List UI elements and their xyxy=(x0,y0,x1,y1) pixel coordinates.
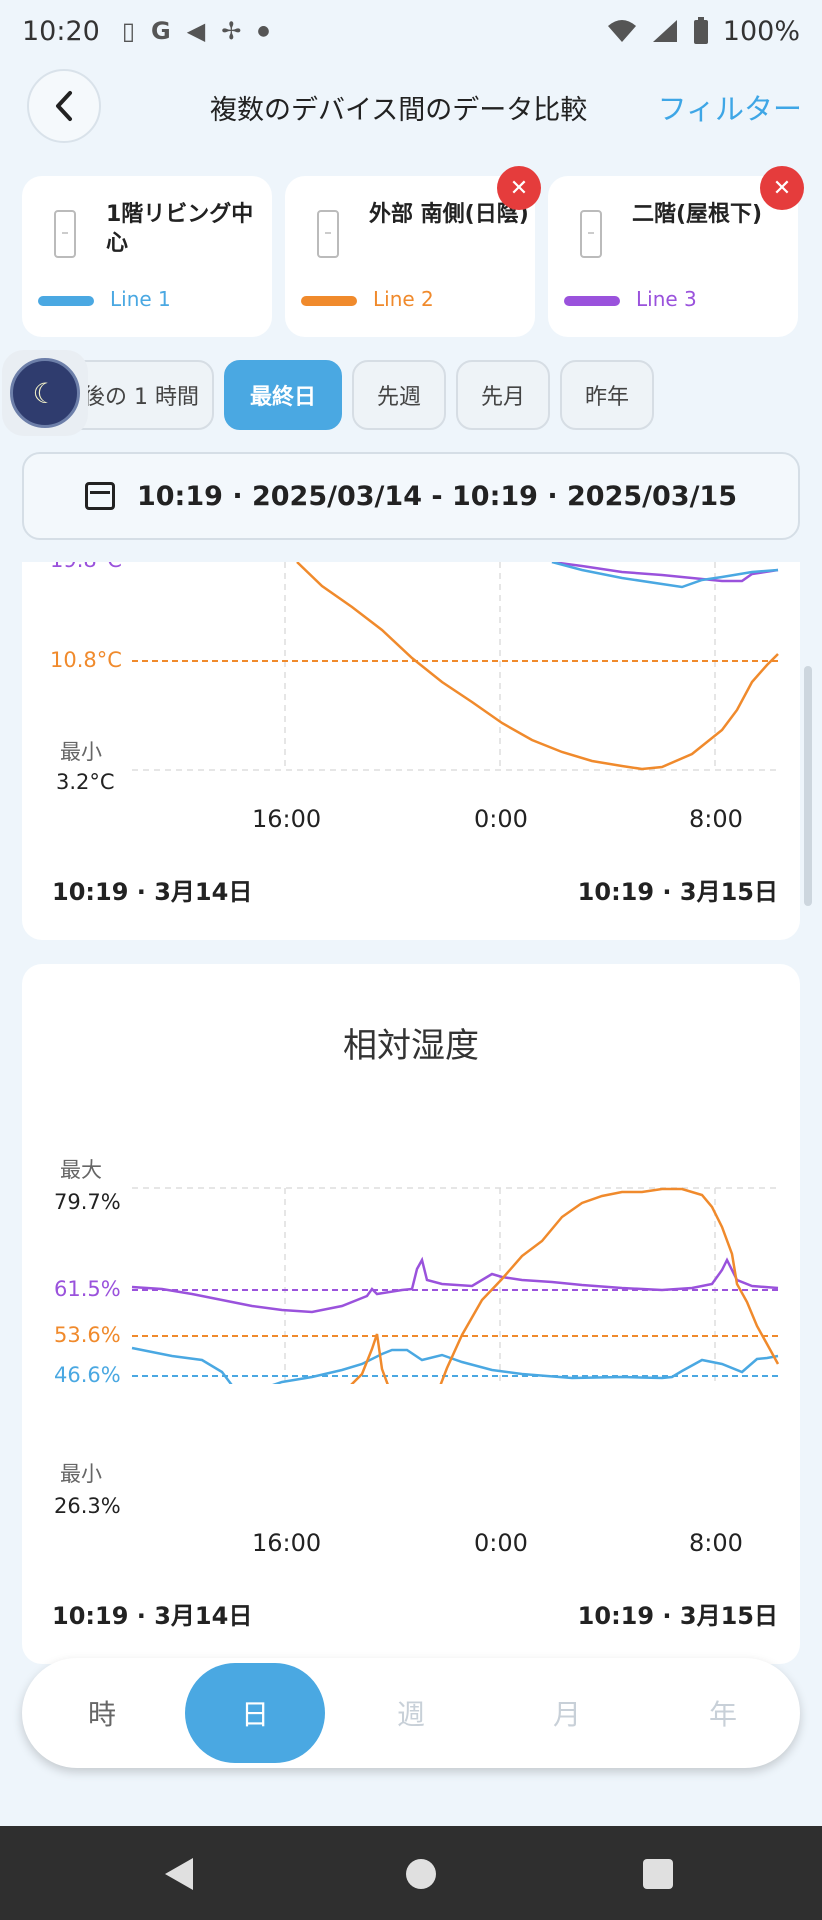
system-nav-bar xyxy=(0,1826,822,1920)
line-swatch xyxy=(301,296,357,306)
range-chip-last-year[interactable]: 昨年 xyxy=(560,360,654,430)
device-name: 1階リビング中心 xyxy=(106,202,254,256)
chart-start-time: 10:19 · 3月14日 xyxy=(52,1602,253,1630)
chart-start-time: 10:19 · 3月14日 xyxy=(52,878,253,906)
status-bar: 10:20 ▯ G ◀ ✢ ● 100% xyxy=(0,0,822,62)
chart-end-time: 10:19 · 3月15日 xyxy=(577,878,778,906)
range-chip-last-month[interactable]: 先月 xyxy=(456,360,550,430)
device-cards: 1階リビング中心 Line 1 外部 南側(日陰) Line 2 ✕ 二階(屋根… xyxy=(22,166,804,338)
tab-year[interactable]: 年 xyxy=(708,1698,737,1731)
close-icon: ✕ xyxy=(772,175,792,201)
range-chip-last-week[interactable]: 先週 xyxy=(352,360,446,430)
status-time: 10:20 xyxy=(22,15,100,47)
device-name: 二階(屋根下) xyxy=(632,202,763,227)
period-tab-bar: 時 日 週 月 年 xyxy=(22,1658,800,1768)
calendar-icon xyxy=(84,482,115,510)
line-label: Line 2 xyxy=(373,287,434,311)
x-tick: 0:00 xyxy=(474,805,528,833)
x-tick: 16:00 xyxy=(252,1529,322,1557)
sensor-device-icon xyxy=(54,210,76,258)
humidity-chart-card: 相対湿度 最大 79.7% 61.5% 53.6% 46.6% 最小 26.3%… xyxy=(22,964,800,1664)
y-label-average: 61.5% xyxy=(54,1277,121,1301)
date-range-text: 10:19 · 2025/03/14 - 10:19 · 2025/03/15 xyxy=(136,480,738,512)
y-label-average: 46.6% xyxy=(54,1363,121,1387)
tab-week[interactable]: 週 xyxy=(396,1698,425,1731)
y-label-min-value: 3.2°C xyxy=(56,770,115,794)
sensor-device-icon xyxy=(580,210,602,258)
series-line-3 xyxy=(131,1256,779,1314)
temperature-chart-card: 19.8°C 10.8°C 最小 3.2°C 16:00 0:00 8:00 1… xyxy=(22,562,800,940)
signal-icon xyxy=(652,20,677,42)
chart-title: 相対湿度 xyxy=(343,1026,479,1066)
series-line-2 xyxy=(296,562,779,771)
dot-icon: ● xyxy=(257,23,270,39)
line-swatch xyxy=(564,296,620,306)
y-label-average: 53.6% xyxy=(54,1323,121,1347)
line-label: Line 3 xyxy=(636,287,697,311)
nav-back-icon[interactable] xyxy=(165,1858,193,1890)
media-icon: ◀ xyxy=(186,17,206,45)
device-card[interactable]: 1階リビング中心 Line 1 xyxy=(22,176,272,337)
y-label-max-value: 79.7% xyxy=(54,1190,121,1214)
tab-hour[interactable]: 時 xyxy=(87,1698,116,1731)
x-tick: 16:00 xyxy=(252,805,322,833)
sensor-device-icon xyxy=(317,210,339,258)
y-label-average: 10.8°C xyxy=(50,648,122,672)
x-tick: 8:00 xyxy=(689,805,743,833)
phone-icon: ▯ xyxy=(121,17,136,45)
nav-home-icon[interactable] xyxy=(406,1859,436,1889)
x-tick: 0:00 xyxy=(474,1529,528,1557)
y-label-min: 最小 xyxy=(60,740,102,764)
series-line-1 xyxy=(131,1346,779,1384)
temperature-chart xyxy=(132,562,779,771)
scrollbar[interactable] xyxy=(804,666,812,906)
y-label-partial: 19.8°C xyxy=(50,562,122,572)
tab-month[interactable]: 月 xyxy=(552,1698,581,1731)
back-button[interactable] xyxy=(27,69,101,143)
range-chip-last-day[interactable]: 最終日 xyxy=(224,360,342,430)
page-title: 複数のデバイス間のデータ比較 xyxy=(210,95,588,126)
y-label-min-value: 26.3% xyxy=(54,1494,121,1518)
battery-icon xyxy=(693,17,708,44)
humidity-chart xyxy=(131,1187,780,1384)
x-tick: 8:00 xyxy=(689,1529,743,1557)
device-card[interactable]: 二階(屋根下) Line 3 ✕ xyxy=(548,166,804,337)
remove-device-button[interactable]: ✕ xyxy=(760,166,804,210)
wifi-icon xyxy=(607,20,636,42)
device-name: 外部 南側(日陰) xyxy=(369,202,529,227)
fan-icon: ✢ xyxy=(221,17,242,45)
header: 複数のデバイス間のデータ比較 フィルター xyxy=(0,68,822,144)
y-label-max: 最大 xyxy=(60,1158,102,1182)
line-swatch xyxy=(38,296,94,306)
moon-icon: ☾ xyxy=(10,358,80,428)
remove-device-button[interactable]: ✕ xyxy=(497,166,541,210)
night-mode-button[interactable]: ☾ xyxy=(2,350,88,436)
close-icon: ✕ xyxy=(509,175,529,201)
battery-level: 100% xyxy=(722,15,800,47)
google-icon: G xyxy=(151,17,171,45)
tab-day[interactable]: 日 xyxy=(185,1663,325,1763)
nav-recents-icon[interactable] xyxy=(643,1859,673,1889)
filter-button[interactable]: フィルター xyxy=(657,92,802,126)
series-line-2 xyxy=(350,1187,780,1384)
y-label-min: 最小 xyxy=(60,1462,102,1486)
device-card[interactable]: 外部 南側(日陰) Line 2 ✕ xyxy=(285,166,541,337)
series-line-1 xyxy=(551,562,779,589)
chevron-left-icon xyxy=(56,91,72,121)
chart-end-time: 10:19 · 3月15日 xyxy=(577,1602,778,1630)
line-label: Line 1 xyxy=(110,287,171,311)
date-range-picker[interactable]: 10:19 · 2025/03/14 - 10:19 · 2025/03/15 xyxy=(22,452,800,540)
